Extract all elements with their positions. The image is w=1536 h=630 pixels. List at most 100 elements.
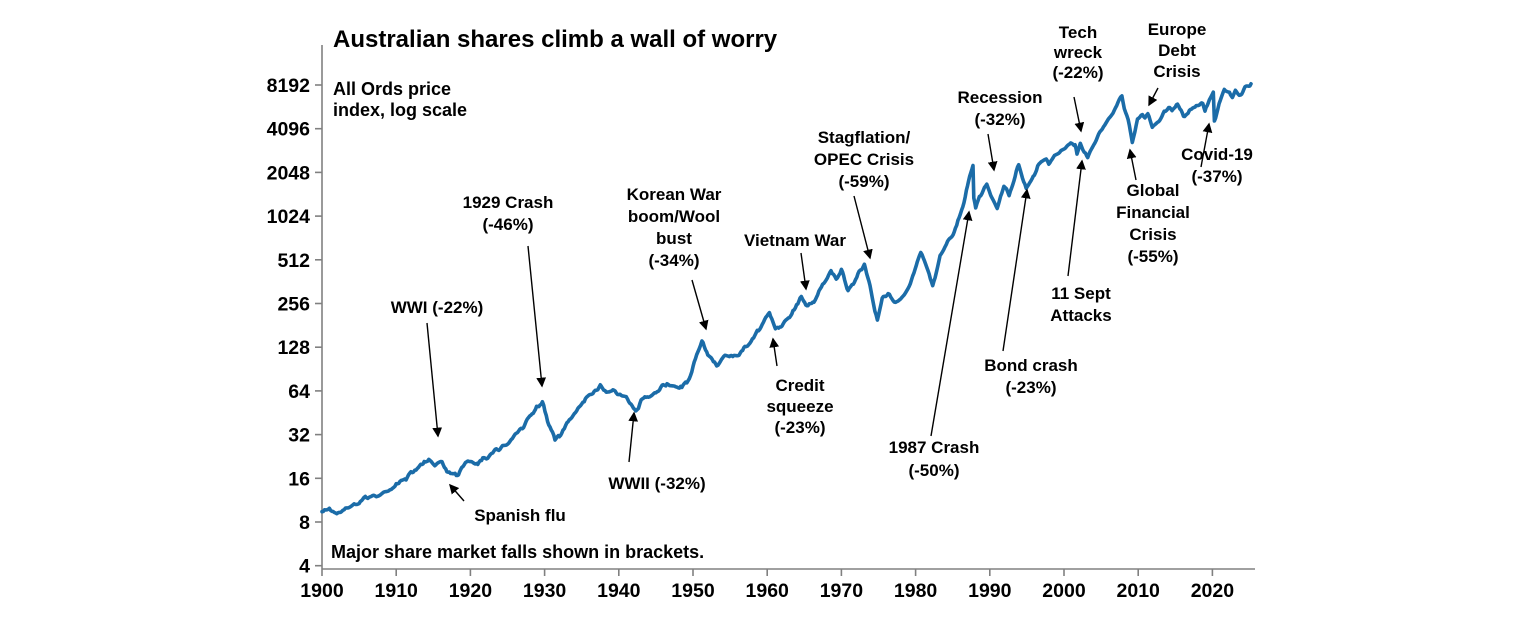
annotation-label: boom/Wool [628, 207, 720, 226]
annotation-credit-squeeze: Credit squeeze (-23%) [766, 376, 833, 437]
annotation-label: (-37%) [1191, 167, 1242, 186]
y-tick-label: 2048 [267, 162, 311, 184]
annotation-gfc: Global Financial Crisis (-55%) [1116, 181, 1190, 266]
annotation-arrow-europe-debt [1148, 87, 1159, 107]
annotation-label: (-32%) [974, 110, 1025, 129]
annotation-label: Europe [1148, 20, 1207, 39]
annotation-label: Recession [957, 88, 1042, 107]
x-tick-label: 1920 [449, 580, 493, 602]
annotation-label: 1929 Crash [463, 193, 554, 212]
annotation-label: Covid-19 [1181, 145, 1253, 164]
y-tick-label: 4 [299, 556, 310, 578]
annotation-arrow-sept-11 [1067, 159, 1086, 277]
annotation-label: 1987 Crash [889, 438, 980, 457]
allords-line [320, 82, 1253, 516]
annotation-label: Global [1127, 181, 1180, 200]
annotation-label: Financial [1116, 203, 1190, 222]
annotation-label: (-23%) [774, 418, 825, 437]
annotation-sept-11: 11 Sept Attacks [1050, 284, 1111, 325]
annotation-stagflation: Stagflation/OPEC Crisis (-59%) [814, 128, 914, 191]
chart-footnote: Major share market falls shown in bracke… [331, 542, 704, 562]
annotation-label: (-55%) [1127, 247, 1178, 266]
annotation-label: 11 Sept [1051, 284, 1111, 303]
annotation-arrow-wwii [628, 411, 639, 463]
chart-subtitle-line: All Ords price [333, 79, 451, 99]
annotation-crash-1987: 1987 Crash (-50%) [889, 438, 980, 480]
annotation-arrow-stagflation [853, 195, 873, 260]
x-tick-label: 1910 [375, 580, 419, 602]
annotation-label: bust [656, 229, 692, 248]
annotation-label: (-22%) [1052, 63, 1103, 82]
annotation-label: (-46%) [482, 215, 533, 234]
annotation-arrow-bond-crash [1002, 188, 1031, 352]
annotation-arrow-korean-war [691, 279, 709, 331]
y-tick-label: 8192 [267, 75, 311, 97]
x-tick-label: 1940 [597, 580, 641, 602]
annotation-label: Crisis [1129, 225, 1176, 244]
annotation-label: Debt [1158, 41, 1196, 60]
annotation-crash-1929: 1929 Crash (-46%) [463, 193, 554, 234]
annotation-label: (-59%) [838, 172, 889, 191]
annotation-label: Crisis [1153, 62, 1200, 81]
annotation-bond-crash: Bond crash (-23%) [984, 356, 1078, 397]
annotation-label: WWII (-32%) [608, 474, 705, 493]
annotation-label: WWI (-22%) [391, 298, 484, 317]
annotation-arrow-vietnam-war [800, 252, 810, 291]
annotation-covid-19: Covid-19 (-37%) [1181, 145, 1253, 186]
annotation-label: Stagflation/ [818, 128, 911, 147]
y-tick-label: 256 [277, 294, 310, 316]
y-tick-label: 128 [277, 337, 310, 359]
annotation-arrow-crash-1987 [930, 210, 973, 437]
annotation-label: squeeze [766, 397, 833, 416]
annotation-vietnam-war: Vietnam War [744, 231, 846, 250]
annotation-label: OPEC Crisis [814, 150, 914, 169]
y-tick-label: 512 [277, 250, 310, 272]
x-tick-label: 1950 [671, 580, 715, 602]
annotation-arrow-tech-wreck [1073, 96, 1085, 133]
annotation-label: Bond crash [984, 356, 1078, 375]
x-tick-label: 1900 [300, 580, 344, 602]
annotation-arrow-crash-1929 [527, 245, 547, 388]
annotation-europe-debt: Europe Debt Crisis [1148, 20, 1207, 81]
annotation-label: Spanish flu [474, 506, 566, 525]
annotation-arrow-gfc [1126, 148, 1137, 181]
y-tick-label: 64 [288, 381, 310, 403]
annotation-label: Vietnam War [744, 231, 846, 250]
x-tick-label: 1980 [894, 580, 938, 602]
annotation-arrow-recession [987, 133, 998, 172]
annotation-label: (-50%) [908, 461, 959, 480]
annotation-label: Attacks [1050, 306, 1111, 325]
y-tick-label: 1024 [267, 206, 311, 228]
annotation-wwi: WWI (-22%) [391, 298, 484, 317]
y-tick-label: 32 [288, 425, 310, 447]
x-tick-label: 1960 [746, 580, 790, 602]
annotation-arrow-credit-squeeze [769, 337, 780, 367]
x-tick-label: 2000 [1042, 580, 1086, 602]
chart-subtitle-line: index, log scale [333, 100, 467, 120]
annotation-label: Korean War [627, 185, 722, 204]
annotation-spanish-flu: Spanish flu [474, 506, 566, 525]
x-tick-label: 1990 [968, 580, 1012, 602]
annotation-label: Tech [1059, 23, 1097, 42]
annotation-wwii: WWII (-32%) [608, 474, 705, 493]
annotation-recession: Recession (-32%) [957, 88, 1042, 129]
annotation-arrow-covid-19 [1200, 122, 1213, 168]
annotation-label: Credit [775, 376, 824, 395]
y-tick-label: 8 [299, 512, 310, 534]
x-tick-label: 1930 [523, 580, 567, 602]
y-tick-label: 4096 [267, 119, 311, 141]
annotation-arrow-wwi [426, 322, 443, 438]
annotation-arrow-spanish-flu [449, 483, 465, 502]
annotation-korean-war: Korean War boom/Wool bust (-34%) [627, 185, 722, 270]
annotation-label: wreck [1053, 43, 1103, 62]
x-tick-label: 2010 [1117, 580, 1161, 602]
chart-title: Australian shares climb a wall of worry [333, 26, 778, 53]
annotation-label: (-34%) [648, 251, 699, 270]
x-tick-label: 2020 [1191, 580, 1235, 602]
annotation-label: (-23%) [1005, 378, 1056, 397]
y-tick-label: 16 [288, 468, 310, 490]
x-tick-label: 1970 [820, 580, 864, 602]
